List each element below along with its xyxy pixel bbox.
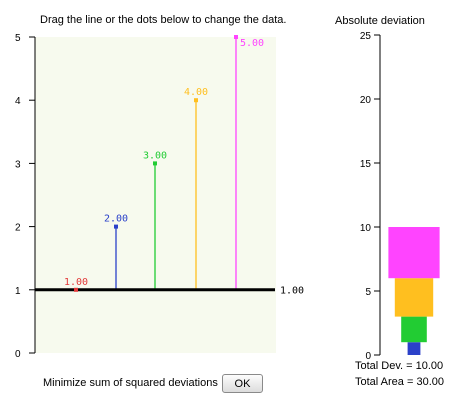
data-point[interactable] (153, 161, 157, 166)
deviation-y-axis-ticks: 0 5 10 15 20 25 (360, 31, 380, 362)
y-tick-label: 4 (15, 96, 21, 107)
data-point-label: 4.00 (184, 87, 208, 98)
deviation-tick-label: 25 (360, 31, 372, 42)
deviation-tick-label: 5 (365, 287, 371, 298)
y-tick-label: 1 (15, 286, 21, 297)
deviation-square (407, 342, 421, 355)
deviation-tick-label: 15 (360, 159, 372, 170)
minimize-label: Minimize sum of squared deviations (43, 377, 218, 389)
data-point-label: 5.00 (240, 38, 264, 49)
y-tick-label: 3 (15, 159, 21, 170)
y-tick-label: 5 (15, 33, 21, 44)
total-deviation: Total Dev. = 10.00 (355, 360, 444, 372)
total-area: Total Area = 30.00 (355, 376, 444, 388)
data-point[interactable] (234, 35, 238, 39)
data-point[interactable] (74, 287, 78, 292)
data-point-label: 3.00 (143, 150, 167, 161)
mean-line-value: 1.00 (280, 285, 304, 296)
deviation-stems (115, 37, 237, 290)
data-point[interactable] (194, 98, 198, 103)
deviation-square (388, 227, 440, 279)
y-tick-label: 0 (15, 349, 21, 360)
ok-button[interactable]: OK (222, 374, 263, 393)
deviation-tick-label: 0 (365, 351, 371, 362)
data-point[interactable] (114, 224, 118, 229)
deviation-tick-label: 10 (360, 223, 372, 234)
y-tick-label: 2 (15, 223, 21, 234)
deviation-squares (388, 227, 440, 355)
deviation-square (394, 278, 434, 317)
deviation-plot-title: Absolute deviation (335, 15, 425, 27)
deviation-tick-label: 20 (360, 95, 372, 106)
data-points: 1.00 2.00 3.00 4.00 5.00 (64, 35, 264, 292)
data-point-label: 2.00 (104, 214, 128, 225)
y-axis-ticks: 0 1 2 3 4 5 (15, 33, 35, 360)
instruction-text: Drag the line or the dots below to chang… (40, 14, 287, 26)
deviation-square (401, 316, 427, 343)
data-point-label: 1.00 (64, 277, 88, 288)
